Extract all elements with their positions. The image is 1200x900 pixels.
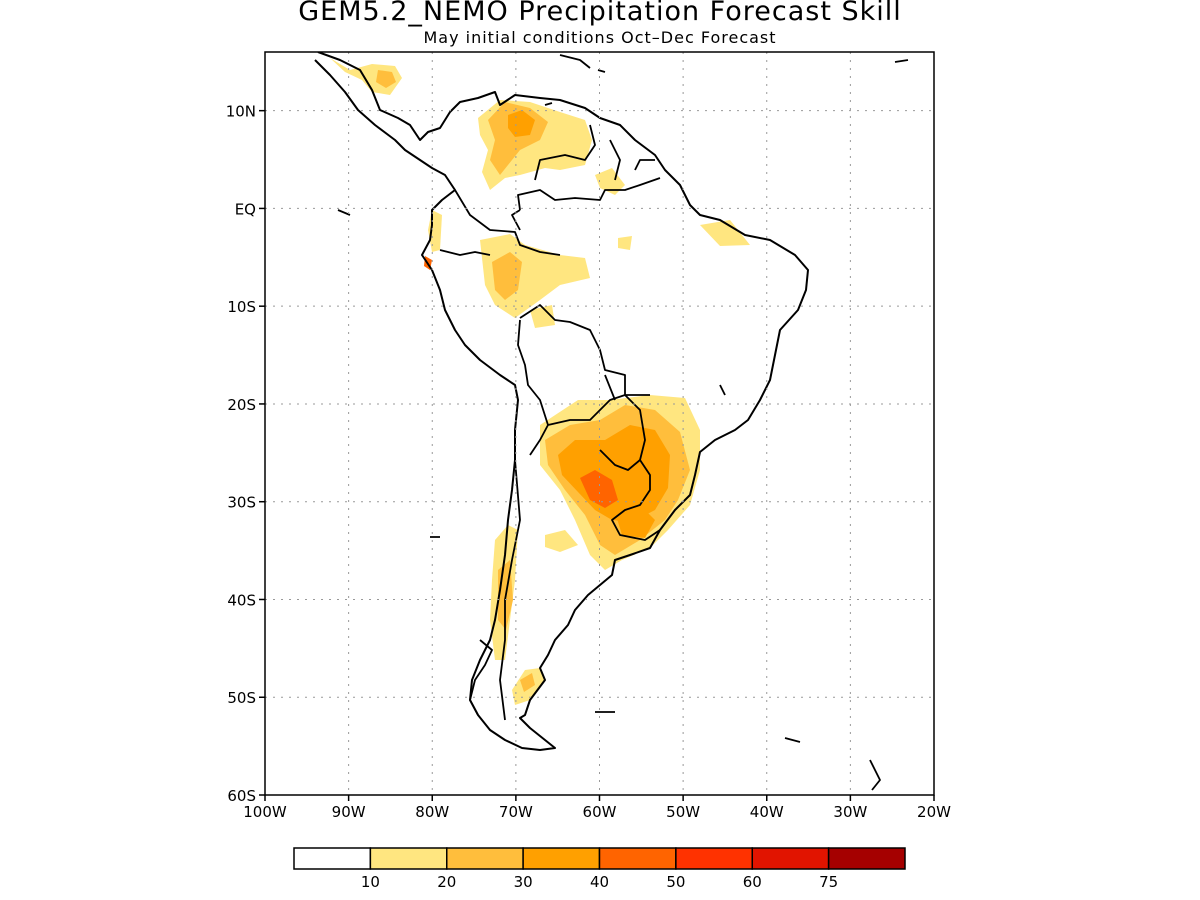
colorbar-swatch: [522, 847, 601, 870]
colorbar: 10 20 30 40 50 60 75: [293, 847, 906, 891]
lat-tick-label: EQ: [235, 200, 256, 218]
lat-axis: 10N EQ 10S 20S 30S 40S 50S 60S: [226, 103, 265, 805]
lat-tick-label: 60S: [227, 787, 256, 805]
colorbar-label: 50: [666, 873, 685, 891]
coastlines: [314, 52, 909, 791]
colorbar-swatch: [827, 847, 906, 870]
lat-tick-label: 20S: [227, 396, 256, 414]
colorbar-label: 60: [743, 873, 762, 891]
skill-area-guyana: [595, 168, 625, 195]
lon-tick-label: 100W: [243, 803, 287, 821]
lon-tick-label: 80W: [415, 803, 449, 821]
colorbar-swatch: [675, 847, 753, 870]
skill-area-peru-mid: [492, 252, 522, 300]
colorbar-label: 10: [361, 873, 380, 891]
skill-area-buenos-aires: [545, 530, 578, 552]
colorbar-swatch: [598, 847, 677, 870]
map-subtitle: May initial conditions Oct–Dec Forecast: [423, 28, 777, 47]
skill-area-ecuador: [428, 210, 442, 252]
colorbar-swatch: [446, 847, 524, 870]
colorbar-swatch: [751, 847, 830, 870]
skill-area-central-america-core: [376, 70, 396, 88]
lon-tick-label: 40W: [750, 803, 784, 821]
lon-tick-label: 60W: [583, 803, 617, 821]
colorbar-label: 20: [437, 873, 456, 891]
skill-area-patagonia-mid: [520, 673, 535, 692]
map-title: GEM5.2_NEMO Precipitation Forecast Skill: [298, 0, 902, 27]
skill-area-bolivia-strip: [530, 305, 555, 328]
caribbean-islands: [337, 54, 909, 791]
colorbar-swatch: [369, 847, 448, 870]
south-america-coastline: [314, 52, 809, 751]
lat-tick-label: 30S: [227, 494, 256, 512]
skill-area-venezuela-core: [508, 110, 535, 137]
lon-tick-label: 70W: [499, 803, 533, 821]
lat-tick-label: 10N: [226, 103, 256, 121]
skill-shading: [330, 58, 750, 705]
skill-area-brazil-ne: [700, 220, 750, 246]
lon-tick-label: 50W: [666, 803, 700, 821]
skill-area-ne-argentina-core: [580, 470, 618, 508]
colorbar-label: 75: [819, 873, 838, 891]
skill-area-uruguay: [615, 505, 655, 538]
lat-tick-label: 10S: [227, 298, 256, 316]
skill-area-amazon-dot: [618, 236, 632, 250]
lon-axis: 100W 90W 80W 70W 60W 50W 40W 30W 20W: [243, 795, 951, 821]
country-borders: [439, 124, 661, 721]
colorbar-swatch: [293, 847, 372, 870]
colorbar-label: 40: [590, 873, 609, 891]
lat-tick-label: 50S: [227, 689, 256, 707]
lon-tick-label: 30W: [833, 803, 867, 821]
lon-tick-label: 90W: [332, 803, 366, 821]
lon-tick-label: 20W: [917, 803, 951, 821]
lat-tick-label: 40S: [227, 591, 256, 609]
colorbar-label: 30: [514, 873, 533, 891]
